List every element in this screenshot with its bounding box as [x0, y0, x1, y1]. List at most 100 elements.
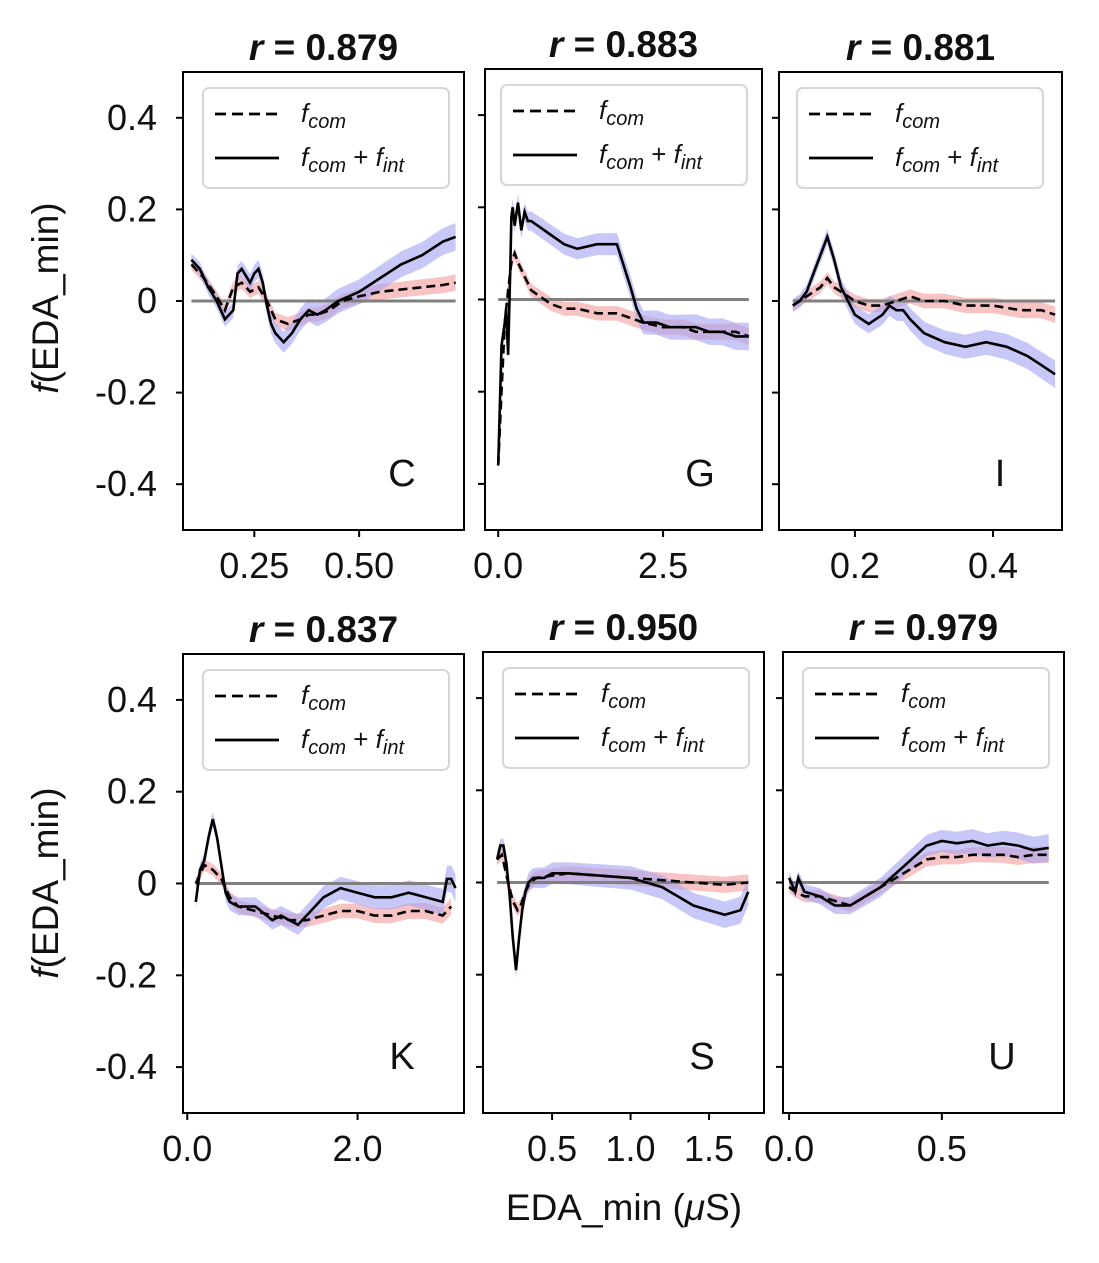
- panel-title-r: r: [846, 27, 863, 68]
- legend-base: f: [301, 98, 311, 128]
- legend-sub: com: [308, 693, 346, 715]
- f-com-int-band: [195, 811, 456, 935]
- panel-title-value: = 0.883: [563, 24, 698, 65]
- plot-area: [792, 228, 1056, 388]
- legend-base: f: [301, 724, 311, 754]
- x-label-main: EDA_min (: [506, 1187, 686, 1228]
- legend-sub: com: [608, 691, 646, 713]
- legend-base: f: [674, 139, 684, 169]
- legend-op: +: [644, 139, 674, 169]
- x-tick-label: 1.5: [684, 1128, 734, 1169]
- legend-base: f: [676, 722, 686, 752]
- legend-base: f: [599, 139, 609, 169]
- legend-base: f: [976, 722, 986, 752]
- panel-title-value: = 0.950: [563, 607, 698, 648]
- x-tick-label: 1.0: [606, 1128, 656, 1169]
- legend-sub: com: [608, 735, 646, 757]
- x-tick-label: 0.50: [324, 545, 394, 586]
- x-tick-label: 0.2: [830, 545, 880, 586]
- legend-sub: int: [983, 735, 1006, 757]
- x-tick-label: 0.4: [968, 545, 1018, 586]
- panel-letter: C: [388, 453, 415, 495]
- x-tick-label: 2.5: [638, 545, 688, 586]
- f-com-int-line: [792, 232, 1056, 376]
- y-tick-label: 0.4: [107, 97, 157, 138]
- panel-letter: G: [685, 453, 715, 495]
- y-tick-label: -0.4: [95, 463, 157, 504]
- legend-label: fcom + fint: [601, 722, 705, 757]
- f-com-line: [792, 275, 1056, 316]
- plot-area: [194, 811, 457, 935]
- panel-title: r = 0.979: [849, 607, 998, 648]
- legend-sub: int: [383, 155, 406, 177]
- plot-area: [787, 829, 1049, 915]
- panel-C: 0.40.20-0.2-0.40.25 0.50r = 0.879Cfcomfco…: [95, 27, 465, 586]
- legend-sub: int: [383, 737, 406, 759]
- panel-title: r = 0.950: [549, 607, 698, 648]
- legend-label: fcom: [301, 680, 346, 715]
- legend-sub: com: [308, 737, 346, 759]
- legend-base: f: [895, 142, 905, 172]
- legend-sub: com: [902, 111, 940, 133]
- panel-title-r: r: [249, 609, 266, 650]
- panel-letter: S: [689, 1036, 714, 1078]
- f-com-line: [190, 263, 456, 326]
- y-label-rest: (EDA_min): [25, 202, 66, 383]
- legend-label: fcom: [599, 95, 644, 130]
- plot-area: [190, 223, 457, 353]
- y-tick-label: -0.2: [95, 954, 157, 995]
- y-tick-label: 0.2: [107, 771, 157, 812]
- f-com-int-line: [194, 818, 457, 927]
- y-axis-label-top: f(EDA_min): [25, 202, 66, 393]
- legend-box: [802, 667, 1050, 769]
- f-com-band: [498, 247, 749, 471]
- x-label-end: S): [705, 1187, 742, 1228]
- panel-title: r = 0.883: [549, 24, 698, 65]
- legend-box: [202, 87, 450, 189]
- legend-label: fcom: [301, 98, 346, 133]
- panel-letter: K: [389, 1036, 414, 1078]
- x-tick-label: 0.5: [917, 1128, 967, 1169]
- legend-base: f: [301, 142, 311, 172]
- panels-layer: 0.40.20-0.2-0.40.25 0.50r = 0.879Cfcomfco…: [95, 24, 1065, 1169]
- x-tick-label: 0.0: [162, 1128, 212, 1169]
- legend-box: [796, 87, 1044, 189]
- f-com-line: [496, 249, 750, 466]
- x-tick-label: 0.0: [764, 1128, 814, 1169]
- f-com-int-line: [787, 839, 1049, 907]
- y-tick-label: -0.2: [95, 372, 157, 413]
- x-tick-label: 0.25: [219, 545, 289, 586]
- legend-label: fcom: [601, 678, 646, 713]
- legend-base: f: [970, 142, 980, 172]
- y-tick-label: 0.2: [107, 188, 157, 229]
- f-com-int-line: [190, 235, 457, 345]
- y-axis-label-bottom: f(EDA_min): [25, 787, 66, 978]
- legend-box: [502, 667, 750, 769]
- f-com-int-line: [496, 202, 749, 466]
- legend-base: f: [601, 678, 611, 708]
- legend-sub: com: [902, 155, 940, 177]
- legend-base: f: [601, 722, 611, 752]
- legend-base: f: [301, 680, 311, 710]
- legend-base: f: [376, 142, 386, 172]
- f-com-int-band: [792, 228, 1056, 388]
- legend-op: +: [946, 722, 976, 752]
- legend-sub: com: [908, 691, 946, 713]
- legend-sub: com: [308, 155, 346, 177]
- legend-sub: int: [977, 155, 1000, 177]
- panel-title-r: r: [549, 607, 566, 648]
- legend-label: fcom + fint: [599, 139, 703, 174]
- legend-sub: com: [606, 152, 644, 174]
- panel-title-value: = 0.881: [860, 27, 995, 68]
- legend-base: f: [376, 724, 386, 754]
- x-tick-label: 0.5: [527, 1128, 577, 1169]
